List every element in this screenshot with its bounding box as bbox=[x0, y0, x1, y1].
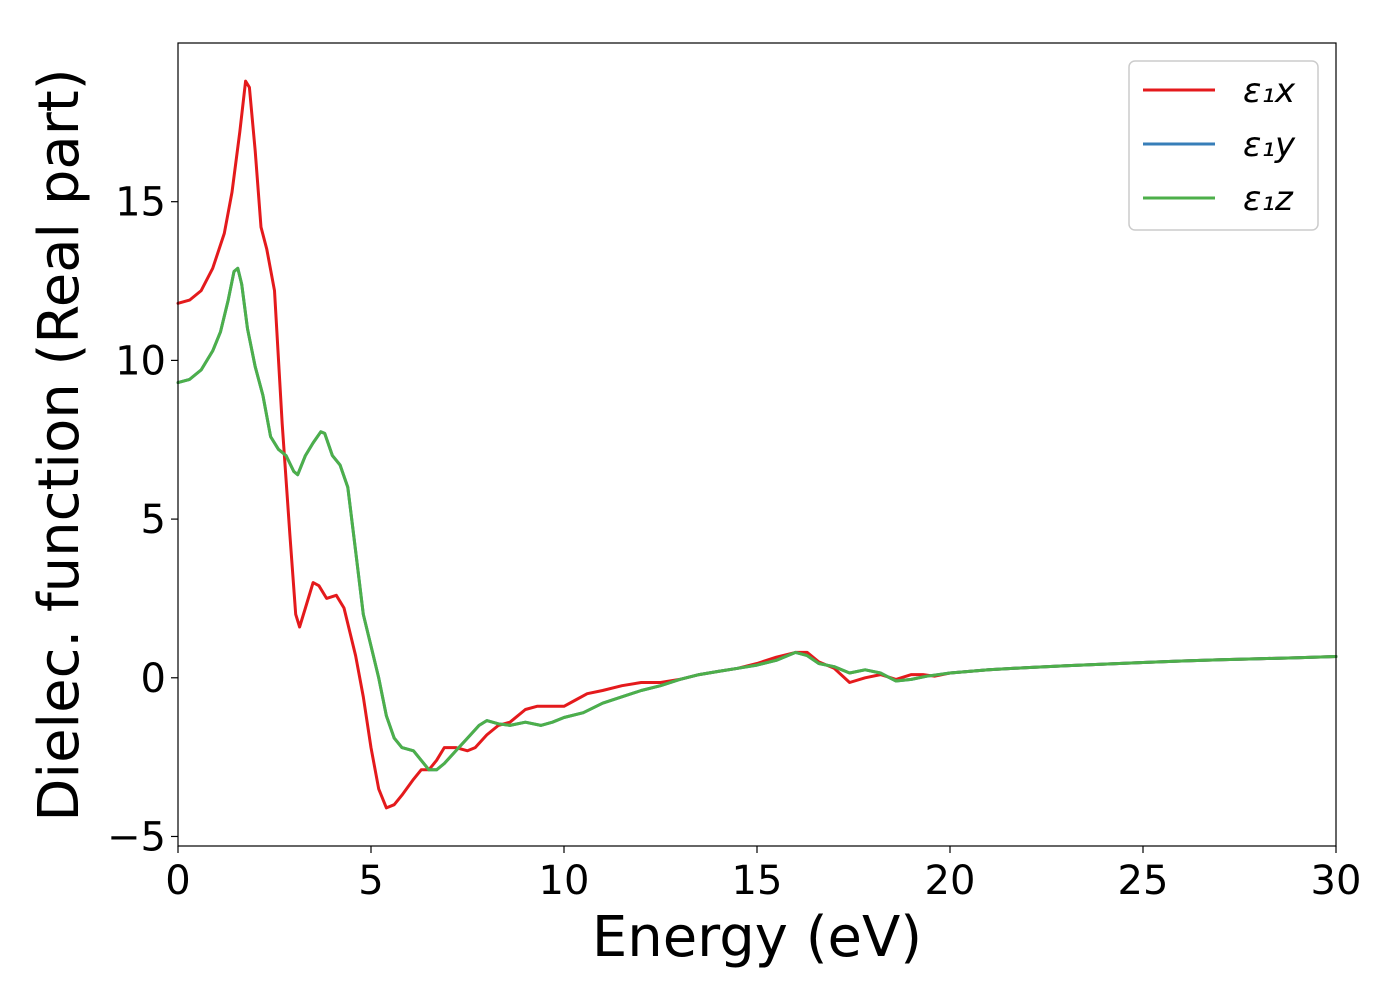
legend-label-2: ε₁z bbox=[1243, 179, 1294, 219]
y-tick-label: 15 bbox=[115, 180, 166, 226]
x-tick-label: 0 bbox=[165, 858, 190, 904]
x-tick-label: 15 bbox=[732, 858, 783, 904]
y-axis-label: Dielec. function (Real part) bbox=[27, 68, 92, 821]
x-tick-label: 30 bbox=[1311, 858, 1362, 904]
y-tick-label: −5 bbox=[107, 814, 166, 860]
x-axis-label: Energy (eV) bbox=[592, 905, 922, 970]
legend-label-0: ε₁x bbox=[1243, 71, 1296, 111]
x-tick-label: 25 bbox=[1118, 858, 1169, 904]
y-tick-label: 0 bbox=[141, 656, 166, 702]
x-tick-label: 10 bbox=[539, 858, 590, 904]
x-tick-label: 5 bbox=[358, 858, 383, 904]
legend: ε₁x ε₁y ε₁z bbox=[1129, 61, 1318, 230]
y-tick-label: 5 bbox=[141, 497, 166, 543]
y-tick-label: 10 bbox=[115, 338, 166, 384]
legend-label-1: ε₁y bbox=[1243, 125, 1296, 165]
x-tick-label: 20 bbox=[925, 858, 976, 904]
